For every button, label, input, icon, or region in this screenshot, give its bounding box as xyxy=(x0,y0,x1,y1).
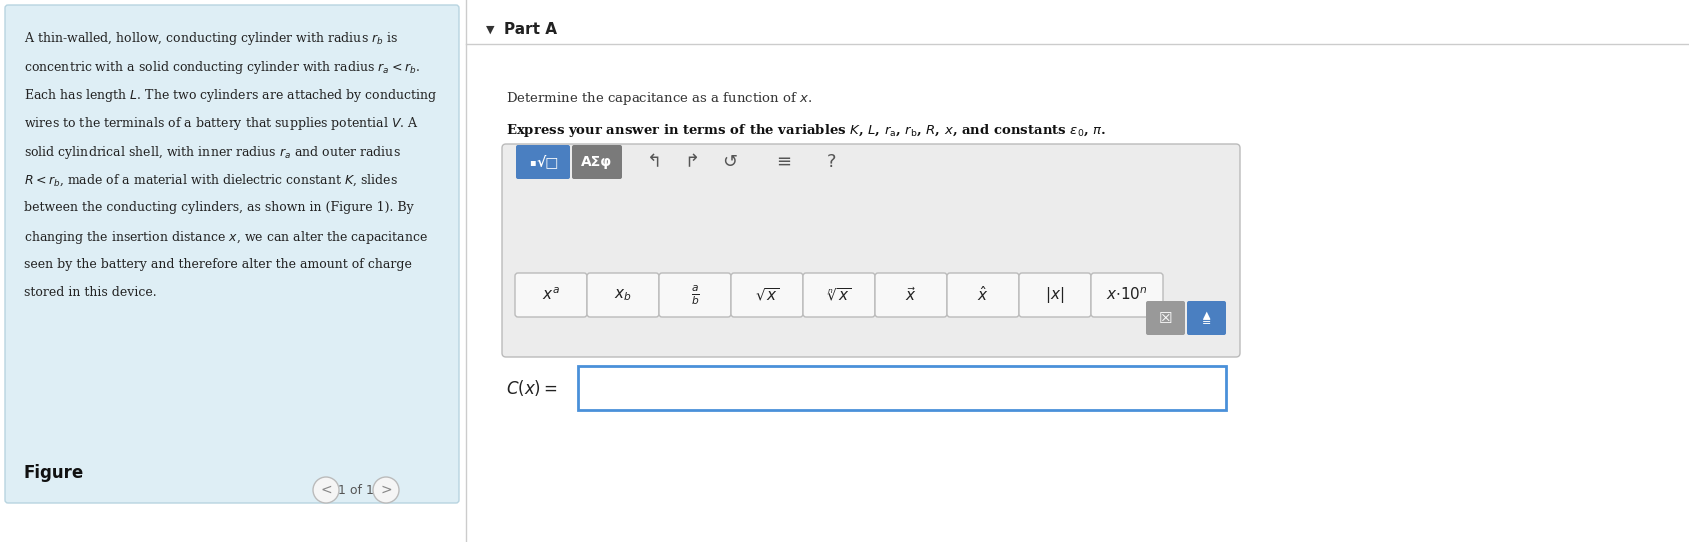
FancyBboxPatch shape xyxy=(502,144,1240,357)
FancyBboxPatch shape xyxy=(1145,301,1184,335)
FancyBboxPatch shape xyxy=(659,273,731,317)
Text: √□: √□ xyxy=(537,155,559,169)
Text: $\sqrt{x}$: $\sqrt{x}$ xyxy=(755,287,779,304)
Text: ☒: ☒ xyxy=(1159,311,1172,326)
Text: <: < xyxy=(319,483,331,497)
Text: ≡: ≡ xyxy=(1201,317,1211,327)
Text: A thin-walled, hollow, conducting cylinder with radius $r_b$ is: A thin-walled, hollow, conducting cylind… xyxy=(24,30,399,47)
Text: AΣφ: AΣφ xyxy=(581,155,611,169)
Text: >: > xyxy=(380,483,392,497)
Text: Figure: Figure xyxy=(24,464,84,482)
Text: ?: ? xyxy=(826,153,836,171)
Text: concentric with a solid conducting cylinder with radius $r_a < r_b$.: concentric with a solid conducting cylin… xyxy=(24,59,419,75)
Text: 1 of 1: 1 of 1 xyxy=(338,483,373,496)
Text: $x^a$: $x^a$ xyxy=(542,287,559,304)
Text: $\vec{x}$: $\vec{x}$ xyxy=(905,286,915,304)
Text: ↱: ↱ xyxy=(684,153,699,171)
Text: solid cylindrical shell, with inner radius $r_a$ and outer radius: solid cylindrical shell, with inner radi… xyxy=(24,144,400,161)
Text: $x{\cdot}10^n$: $x{\cdot}10^n$ xyxy=(1105,287,1147,304)
Circle shape xyxy=(312,477,339,503)
Text: $\hat{x}$: $\hat{x}$ xyxy=(976,286,988,305)
FancyBboxPatch shape xyxy=(515,273,586,317)
Text: ▼: ▼ xyxy=(486,25,495,35)
Text: Determine the capacitance as a function of $x$.: Determine the capacitance as a function … xyxy=(505,90,812,107)
FancyBboxPatch shape xyxy=(1091,273,1162,317)
Text: changing the insertion distance $x$, we can alter the capacitance: changing the insertion distance $x$, we … xyxy=(24,229,427,247)
FancyBboxPatch shape xyxy=(946,273,1018,317)
FancyBboxPatch shape xyxy=(1186,301,1225,335)
Text: Express your answer in terms of the variables $K$, $L$, $r_\mathrm{a}$, $r_\math: Express your answer in terms of the vari… xyxy=(505,122,1106,139)
Text: wires to the terminals of a battery that supplies potential $V$. A: wires to the terminals of a battery that… xyxy=(24,115,419,132)
Text: $C(x) =$: $C(x) =$ xyxy=(505,378,557,398)
Text: seen by the battery and therefore alter the amount of charge: seen by the battery and therefore alter … xyxy=(24,258,412,271)
FancyBboxPatch shape xyxy=(5,5,459,503)
FancyBboxPatch shape xyxy=(802,273,875,317)
FancyBboxPatch shape xyxy=(515,145,569,179)
Text: Part A: Part A xyxy=(503,23,557,37)
Text: $R < r_b$, made of a material with dielectric constant $K$, slides: $R < r_b$, made of a material with diele… xyxy=(24,172,399,188)
Text: stored in this device.: stored in this device. xyxy=(24,287,157,300)
Text: ▪: ▪ xyxy=(529,157,535,167)
Text: Each has length $L$. The two cylinders are attached by conducting: Each has length $L$. The two cylinders a… xyxy=(24,87,437,104)
Text: ≡: ≡ xyxy=(775,153,790,171)
FancyBboxPatch shape xyxy=(731,273,802,317)
Text: between the conducting cylinders, as shown in (Figure 1). By: between the conducting cylinders, as sho… xyxy=(24,201,414,214)
FancyBboxPatch shape xyxy=(571,145,622,179)
Circle shape xyxy=(373,477,399,503)
FancyBboxPatch shape xyxy=(875,273,946,317)
FancyBboxPatch shape xyxy=(586,273,659,317)
Text: $|x|$: $|x|$ xyxy=(1045,285,1064,305)
Text: ↺: ↺ xyxy=(721,153,736,171)
FancyBboxPatch shape xyxy=(1018,273,1091,317)
Text: $x_b$: $x_b$ xyxy=(613,287,632,303)
Text: ▲: ▲ xyxy=(1203,310,1209,320)
Text: $\sqrt[n]{x}$: $\sqrt[n]{x}$ xyxy=(826,287,851,304)
FancyBboxPatch shape xyxy=(578,366,1225,410)
Text: ↰: ↰ xyxy=(647,153,660,171)
Text: $\frac{a}{b}$: $\frac{a}{b}$ xyxy=(691,283,699,307)
